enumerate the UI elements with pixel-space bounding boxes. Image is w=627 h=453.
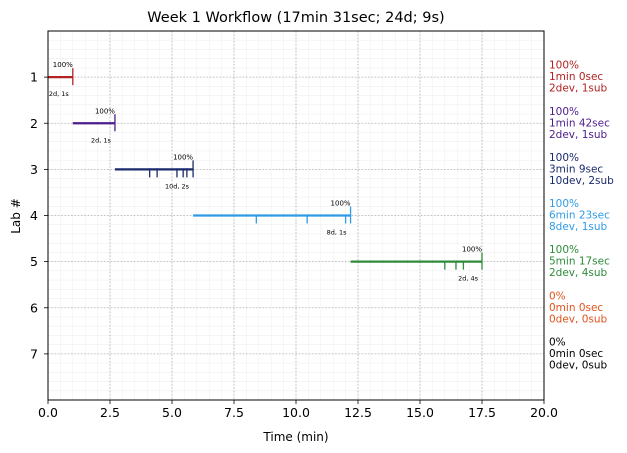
lab-1-summary-line: 2dev, 1sub xyxy=(549,83,608,95)
lab-3-pct-label: 100% xyxy=(173,153,193,161)
lab-5-pct-label: 100% xyxy=(462,246,482,254)
lab-4-summary-line: 100% xyxy=(549,198,579,210)
x-tick-label: 0.0 xyxy=(38,405,58,420)
lab-2-count-label: 2d, 1s xyxy=(91,136,112,144)
lab-2-pct-label: 100% xyxy=(95,107,115,115)
lab-1-summary-line: 100% xyxy=(549,60,579,72)
x-tick-label: 17.5 xyxy=(468,405,496,420)
lab-2-summary-line: 100% xyxy=(549,106,579,118)
y-tick-label: 5 xyxy=(30,254,38,269)
y-axis-label: Lab # xyxy=(9,198,23,234)
x-tick-label: 7.5 xyxy=(224,405,244,420)
lab-6-summary-line: 0dev, 0sub xyxy=(549,313,608,325)
lab-3-summary-line: 3min 9sec xyxy=(549,163,603,175)
annotation-layer: 100% 2d, 1s 100% 2d, 1s 100% 10d, 2s 100% 8d, 1… xyxy=(49,61,482,283)
lab-6-summary-line: 0min 0sec xyxy=(549,302,603,314)
lab-4-count-label: 8d, 1s xyxy=(327,229,348,237)
lab-3-summary-line: 100% xyxy=(549,152,579,164)
y-tick-label: 2 xyxy=(30,116,38,131)
lab-3-summary-line: 10dev, 2sub xyxy=(549,175,614,187)
data-layer xyxy=(48,68,483,270)
lab-1-pct-label: 100% xyxy=(53,61,73,69)
chart-title: Week 1 Workflow (17min 31sec; 24d; 9s) xyxy=(147,10,444,26)
x-tick-label: 12.5 xyxy=(344,405,372,420)
lab-5-summary-line: 100% xyxy=(549,244,579,256)
lab-3-count-label: 10d, 2s xyxy=(165,182,190,190)
lab-2-summary-line: 2dev, 1sub xyxy=(549,129,608,141)
x-tick-label: 5.0 xyxy=(162,405,182,420)
lab-7-summary-line: 0min 0sec xyxy=(549,348,603,360)
lab-5-summary-line: 2dev, 4sub xyxy=(549,267,608,279)
lab-2-summary-line: 1min 42sec xyxy=(549,117,610,129)
y-tick-label: 3 xyxy=(30,162,38,177)
lab-4-pct-label: 100% xyxy=(331,200,351,208)
x-tick-label: 10.0 xyxy=(282,405,310,420)
lab-7-summary-line: 0dev, 0sub xyxy=(549,359,608,371)
x-tick-label: 15.0 xyxy=(406,405,434,420)
x-tick-label: 2.5 xyxy=(100,405,120,420)
lab-7-summary-line: 0% xyxy=(549,336,566,348)
lab-6-summary-line: 0% xyxy=(549,290,566,302)
x-tick-label: 20.0 xyxy=(530,405,558,420)
x-axis-label: Time (min) xyxy=(262,430,328,444)
y-tick-label: 4 xyxy=(30,208,38,223)
lab-1-summary-line: 1min 0sec xyxy=(549,71,603,83)
lab-5-count-label: 2d, 4s xyxy=(458,275,479,283)
axes: 0.0 2.5 5.0 7.5 10.0 12.5 15.0 17.5 20.0 1 2 3 4 5 6 7 xyxy=(30,70,558,420)
lab-4-summary-line: 8dev, 1sub xyxy=(549,221,608,233)
y-tick-label: 1 xyxy=(30,70,38,85)
lab-1-count-label: 2d, 1s xyxy=(49,90,70,98)
lab-4-summary-line: 6min 23sec xyxy=(549,210,610,222)
y-tick-label: 7 xyxy=(30,346,38,361)
lab-5-summary-line: 5min 17sec xyxy=(549,256,610,268)
y-tick-label: 6 xyxy=(30,300,38,315)
